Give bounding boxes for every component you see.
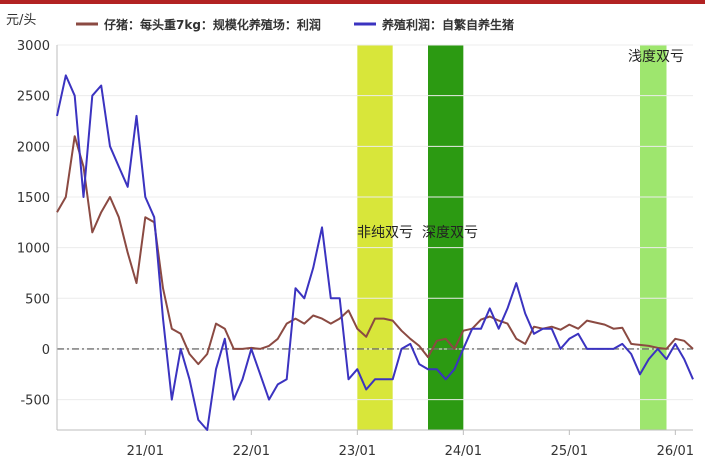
series-line bbox=[56, 135, 694, 366]
series-lines bbox=[56, 74, 694, 431]
axes bbox=[56, 45, 693, 431]
x-tick-label: 21/01 bbox=[127, 444, 164, 459]
annotation-band bbox=[640, 45, 667, 430]
y-tick-label: 2500 bbox=[17, 90, 50, 105]
y-tick-label: 500 bbox=[25, 292, 50, 307]
band-labels: 非纯双亏 深度双亏 浅度双亏 bbox=[357, 49, 684, 241]
annotation-bands bbox=[357, 45, 667, 430]
series-line bbox=[56, 74, 694, 431]
x-tick-label: 23/01 bbox=[339, 444, 376, 459]
x-tick-label: 26/01 bbox=[657, 444, 694, 459]
gridlines bbox=[57, 44, 693, 401]
legend: 仔猪：每头重7kg：规模化养殖场：利润 养殖利润：自繁自养生猪 bbox=[76, 17, 514, 32]
x-tick-label: 24/01 bbox=[445, 444, 482, 459]
legend-label: 养殖利润：自繁自养生猪 bbox=[381, 17, 514, 32]
annotation-band bbox=[428, 45, 464, 430]
tick-labels: 3000 2500 2000 1500 1000 500 0 -500 21/01 22/01 23… bbox=[6, 13, 694, 459]
annotation-band bbox=[357, 45, 393, 430]
y-tick-label: 1500 bbox=[17, 191, 50, 206]
band-label: 深度双亏 bbox=[422, 225, 478, 241]
x-tick-label: 25/01 bbox=[551, 444, 588, 459]
y-tick-label: -500 bbox=[20, 394, 50, 409]
y-tick-label: 0 bbox=[42, 343, 50, 358]
band-label: 浅度双亏 bbox=[628, 49, 684, 65]
y-unit-label: 元/头 bbox=[6, 13, 36, 28]
y-tick-label: 3000 bbox=[17, 39, 50, 54]
band-label: 非纯双亏 bbox=[357, 225, 413, 241]
y-tick-label: 2000 bbox=[17, 140, 50, 155]
y-tick-label: 1000 bbox=[17, 242, 50, 257]
top-edge-stripe bbox=[0, 0, 705, 4]
x-tick-label: 22/01 bbox=[233, 444, 270, 459]
legend-label: 仔猪：每头重7kg：规模化养殖场：利润 bbox=[104, 17, 321, 32]
